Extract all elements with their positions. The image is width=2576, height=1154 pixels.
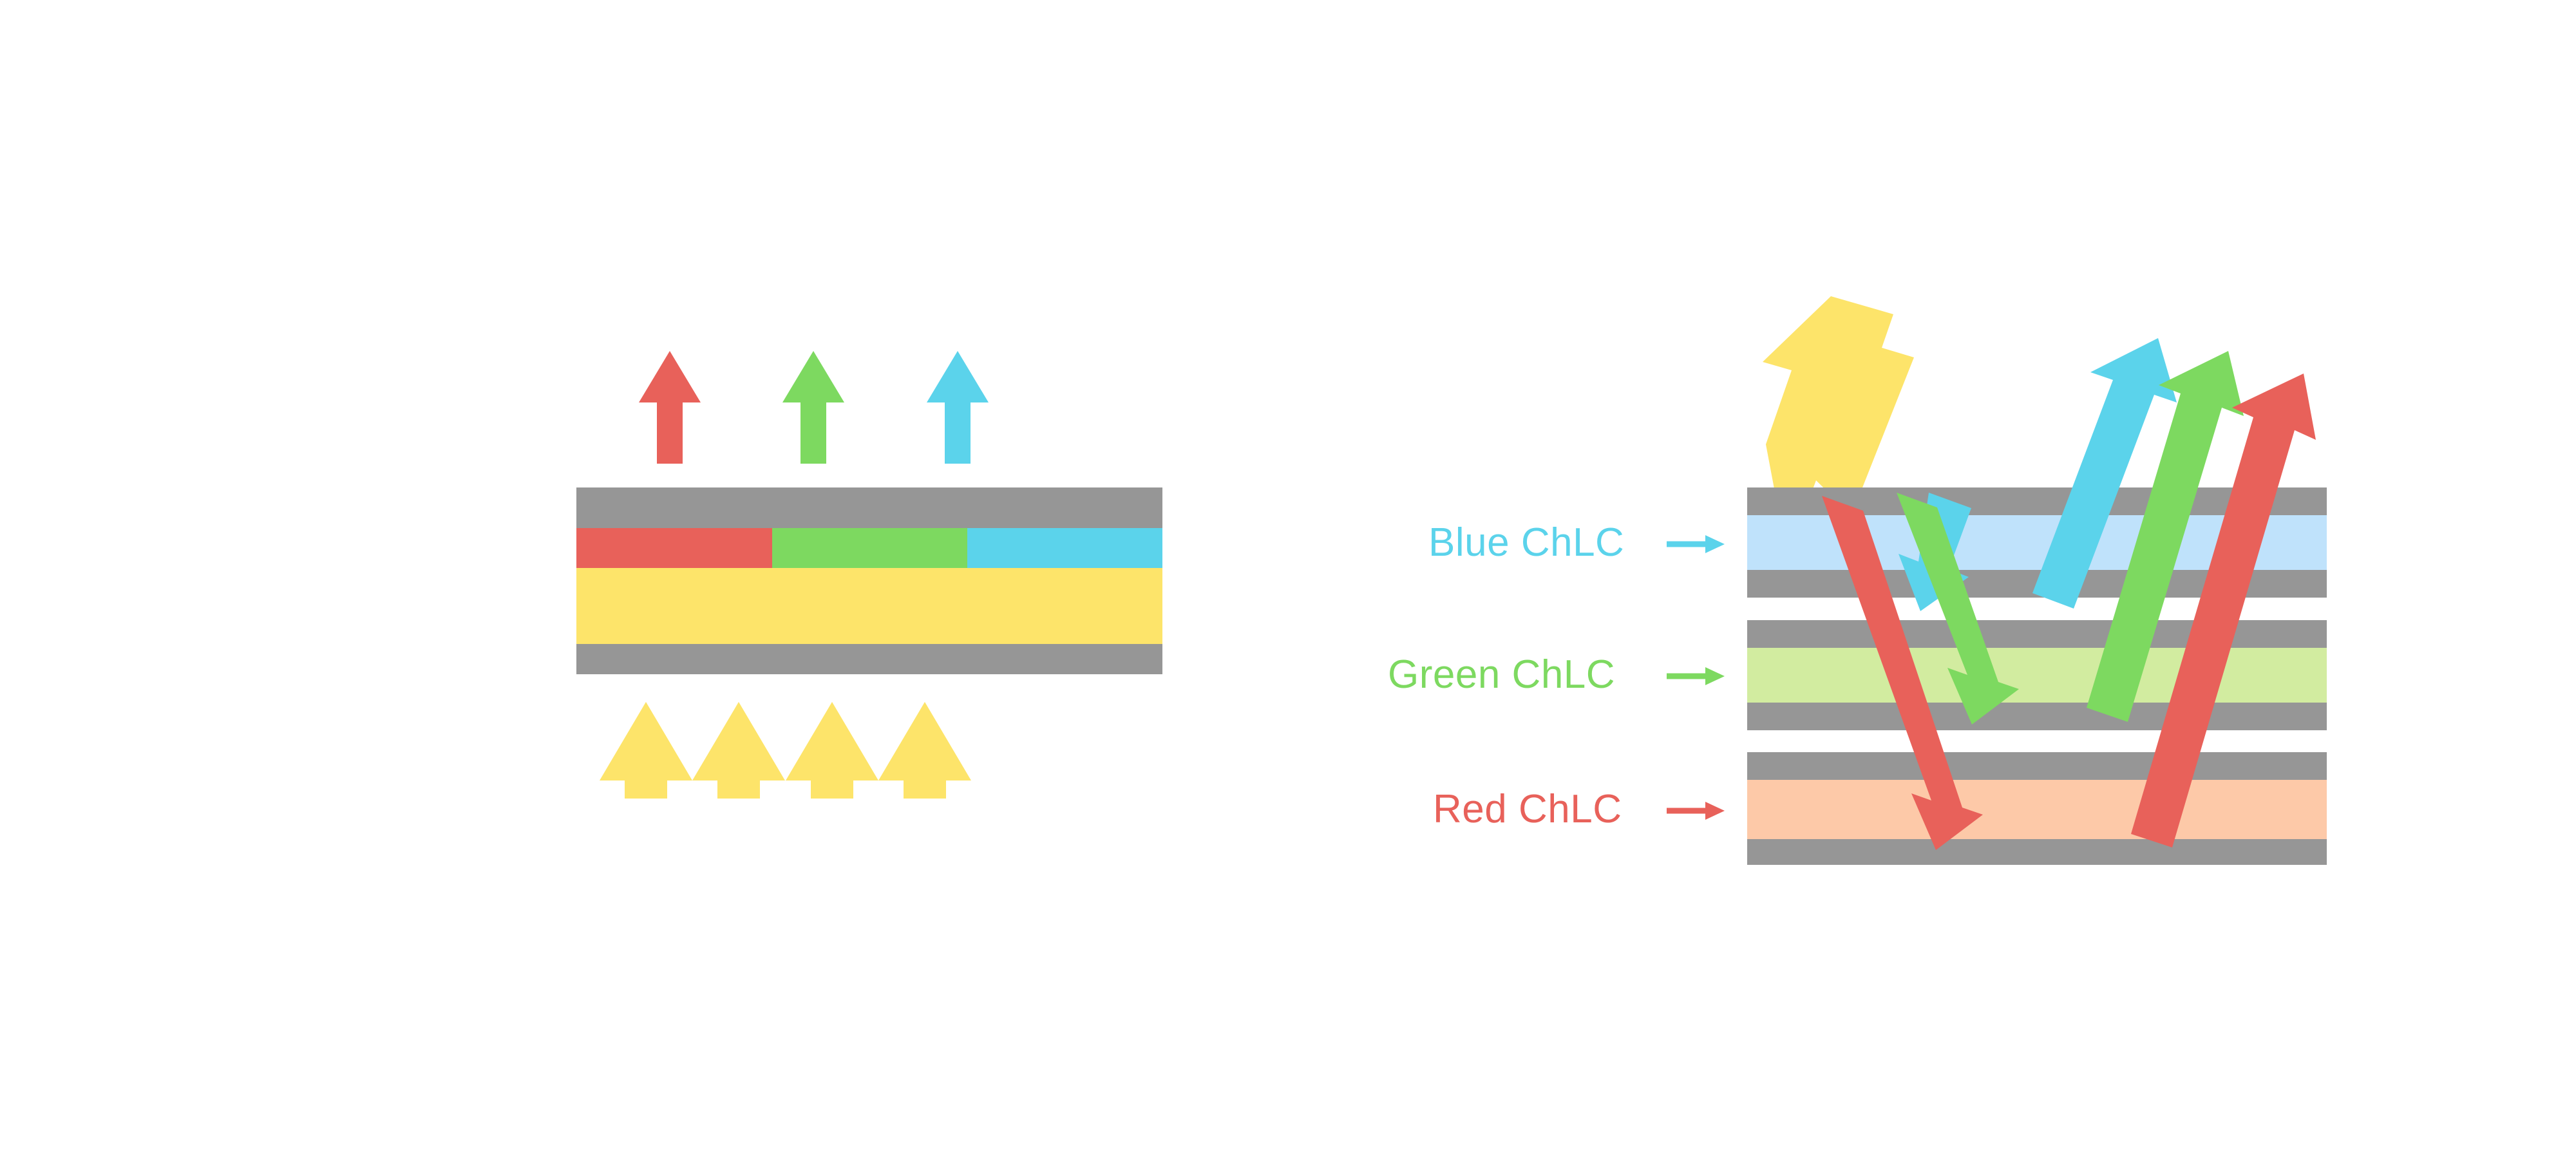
cyan-light-out-arrow	[927, 351, 989, 464]
ray-arrows-outgoing	[2032, 338, 2316, 847]
blue-label-arrow-icon	[1667, 535, 1725, 553]
red-cell-top-electrode	[1747, 752, 2327, 780]
green-cell-lc-layer	[1747, 648, 2327, 703]
red-ray-outgoing	[2131, 374, 2316, 847]
red-ray-incoming	[1822, 496, 1983, 850]
red-light-out-arrow	[639, 351, 701, 464]
green-chlc-cell	[1747, 620, 2327, 730]
red-cell-bottom-electrode	[1747, 839, 2327, 865]
red-label-arrow-icon	[1667, 802, 1725, 820]
green-cell-top-electrode	[1747, 620, 2327, 648]
green-chlc-label: Green ChLC	[1388, 652, 1616, 697]
left-panel-group	[576, 351, 1162, 799]
blue-ray-outgoing	[2032, 338, 2177, 609]
top-electrode-layer	[576, 487, 1162, 528]
emitted-light-arrows	[639, 351, 989, 464]
left-layer-stack	[576, 487, 1162, 674]
green-filter-segment	[772, 528, 967, 568]
green-ray-outgoing	[2087, 351, 2244, 722]
blue-chlc-label: Blue ChLC	[1428, 520, 1625, 565]
green-label-arrow-icon	[1667, 667, 1725, 685]
backlight-arrow-1	[600, 702, 692, 799]
label-pointer-arrows	[1667, 535, 1725, 820]
green-cell-bottom-electrode	[1747, 703, 2327, 730]
green-light-out-arrow	[782, 351, 844, 464]
ray-arrows-incoming	[1822, 493, 2019, 850]
green-ray-incoming	[1897, 493, 2019, 724]
bottom-electrode-layer	[576, 644, 1162, 674]
right-panel-group	[1667, 296, 2327, 865]
backlight-arrows	[600, 702, 971, 799]
red-chlc-cell	[1747, 752, 2327, 865]
backlight-arrow-3	[786, 702, 878, 799]
red-filter-segment	[576, 528, 772, 568]
cyan-filter-segment	[967, 528, 1162, 568]
backlight-arrow-2	[692, 702, 785, 799]
backlight-arrow-4	[878, 702, 971, 799]
red-chlc-label: Red ChLC	[1433, 787, 1622, 831]
backlight-layer	[576, 568, 1162, 644]
red-cell-lc-layer	[1747, 780, 2327, 839]
